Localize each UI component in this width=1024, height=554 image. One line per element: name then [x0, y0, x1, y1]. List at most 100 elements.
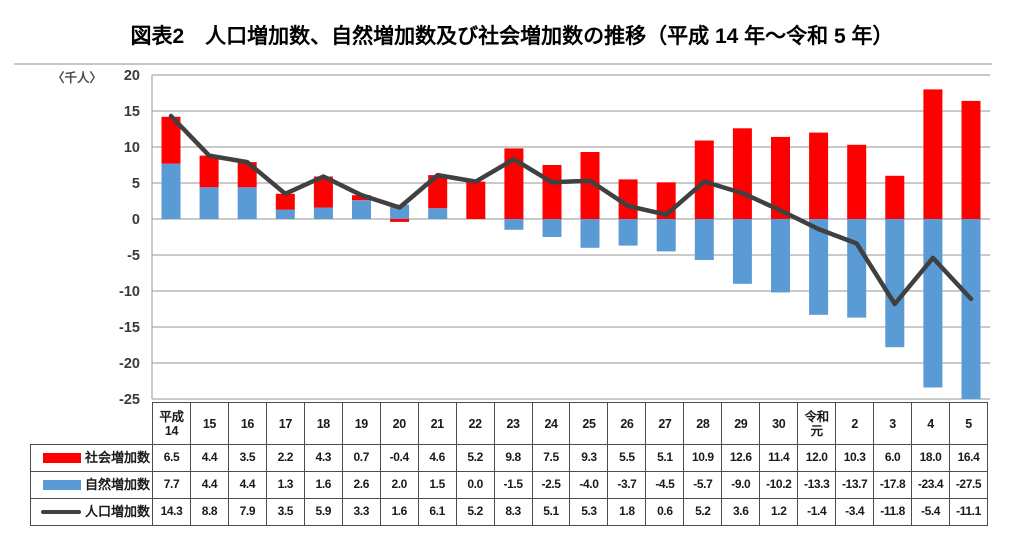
svg-text:-10: -10: [119, 284, 140, 300]
value-cell: 4.4: [189, 471, 229, 499]
svg-text:-5: -5: [127, 248, 140, 264]
year-header-cell: 30: [759, 402, 799, 445]
value-cell: 5.1: [645, 444, 685, 472]
year-header-cell: 3: [873, 402, 913, 445]
value-cell: -2.5: [531, 471, 571, 499]
value-cell: 10.9: [683, 444, 723, 472]
year-header-cell: 22: [455, 402, 495, 445]
legend-cell-population-increase: 人口増加数: [30, 498, 153, 526]
value-cell: 16.4: [949, 444, 988, 472]
value-cell: -5.4: [911, 498, 951, 526]
value-cell: 3.5: [227, 444, 267, 472]
value-cell: 6.0: [873, 444, 913, 472]
series-label-social-increase: 社会増加数: [84, 449, 150, 465]
series-label-population-increase: 人口増加数: [84, 503, 150, 519]
value-cell: 1.6: [303, 471, 343, 499]
value-cell: -13.7: [835, 471, 875, 499]
figure-title: 図表2 人口増加数、自然増加数及び社会増加数の推移（平成 14 年～令和 5 年…: [130, 25, 894, 48]
year-header-cell: 4: [911, 402, 951, 445]
value-cell: 12.0: [797, 444, 837, 472]
natural-increase-color-swatch: [42, 479, 81, 490]
year-header-cell: 29: [721, 402, 761, 445]
year-header-cell: 27: [645, 402, 685, 445]
value-cell: -1.5: [493, 471, 533, 499]
gridlines: [151, 74, 990, 400]
value-cell: -3.7: [607, 471, 647, 499]
y-axis-tick-labels: 20 15 10 5 0 -5 -10 -15 -20 -25: [119, 68, 140, 408]
value-cell: 9.8: [493, 444, 533, 472]
year-header-cell: 2: [835, 402, 875, 445]
svg-text:10: 10: [124, 140, 140, 156]
year-header-cell: 15: [189, 402, 229, 445]
value-cell: 7.7: [152, 471, 191, 499]
year-header-cell: 令和 元: [797, 402, 837, 445]
year-header-cell: 平成 14: [152, 402, 191, 445]
table-corner-cell: [31, 403, 153, 445]
value-cell: 1.3: [265, 471, 305, 499]
svg-text:15: 15: [124, 104, 140, 120]
svg-text:20: 20: [124, 68, 140, 84]
legend-cell-social-increase: 社会増加数: [30, 444, 153, 472]
table-row-social-increase: 社会増加数 6.5 4.4 3.5 2.2 4.3 0.7 -0.4 4.6 5.2 9.8 7.5 9…: [30, 444, 988, 472]
value-cell: 2.0: [379, 471, 419, 499]
value-cell: 7.5: [531, 444, 571, 472]
value-cell: 5.2: [683, 498, 723, 526]
value-cell: 5.3: [569, 498, 609, 526]
population-increase-line-swatch: [40, 509, 81, 514]
value-cell: 8.8: [189, 498, 229, 526]
value-cell: 1.2: [759, 498, 799, 526]
year-header-cell: 5: [949, 402, 988, 445]
year-header-cell: 23: [493, 402, 533, 445]
value-cell: 5.2: [455, 444, 495, 472]
value-cell: 5.9: [303, 498, 343, 526]
value-cell: 4.6: [417, 444, 457, 472]
value-cell: 1.8: [607, 498, 647, 526]
value-cell: -5.7: [683, 471, 723, 499]
year-header-cell: 28: [683, 402, 723, 445]
value-cell: -4.0: [569, 471, 609, 499]
value-cell: -0.4: [379, 444, 419, 472]
value-cell: 11.4: [759, 444, 799, 472]
value-cell: -13.3: [797, 471, 837, 499]
value-cell: -1.4: [797, 498, 837, 526]
value-cell: 3.3: [341, 498, 381, 526]
value-cell: 6.5: [152, 444, 191, 472]
value-cell: -4.5: [645, 471, 685, 499]
value-cell: 7.9: [227, 498, 267, 526]
value-cell: 4.3: [303, 444, 343, 472]
year-header-cell: 25: [569, 402, 609, 445]
value-cell: 4.4: [227, 471, 267, 499]
value-cell: 12.6: [721, 444, 761, 472]
value-cell: 2.2: [265, 444, 305, 472]
value-cell: 10.3: [835, 444, 875, 472]
y-axis-unit-label: 〈千人〉: [52, 71, 103, 85]
value-cell: 6.1: [417, 498, 457, 526]
value-cell: -11.8: [873, 498, 913, 526]
legend-cell-natural-increase: 自然増加数: [30, 471, 153, 499]
svg-text:-20: -20: [119, 356, 140, 372]
value-cell: 9.3: [569, 444, 609, 472]
year-header-cell: 24: [531, 402, 571, 445]
table-row-natural-increase: 自然増加数 7.7 4.4 4.4 1.3 1.6 2.6 2.0 1.5 0.0 -1.5 -2.5…: [30, 471, 988, 499]
population-increase-line: [168, 113, 974, 307]
value-cell: 2.6: [341, 471, 381, 499]
value-cell: 1.5: [417, 471, 457, 499]
year-header-cell: 18: [303, 402, 343, 445]
value-cell: -17.8: [873, 471, 913, 499]
value-cell: 5.1: [531, 498, 571, 526]
data-table: 平成 14 15 16 17 18 19 20 21 22 23 24 25 26 27 28 29 30 令和 …: [30, 402, 988, 526]
value-cell: -27.5: [949, 471, 988, 499]
value-cell: 0.0: [455, 471, 495, 499]
value-cell: -23.4: [911, 471, 951, 499]
value-cell: -11.1: [949, 498, 988, 526]
year-header-cell: 21: [417, 402, 457, 445]
value-cell: -10.2: [759, 471, 799, 499]
year-header-cell: 16: [227, 402, 267, 445]
value-cell: 18.0: [911, 444, 951, 472]
svg-text:5: 5: [132, 176, 140, 192]
year-header-cell: 19: [341, 402, 381, 445]
value-cell: -3.4: [835, 498, 875, 526]
value-cell: 8.3: [493, 498, 533, 526]
